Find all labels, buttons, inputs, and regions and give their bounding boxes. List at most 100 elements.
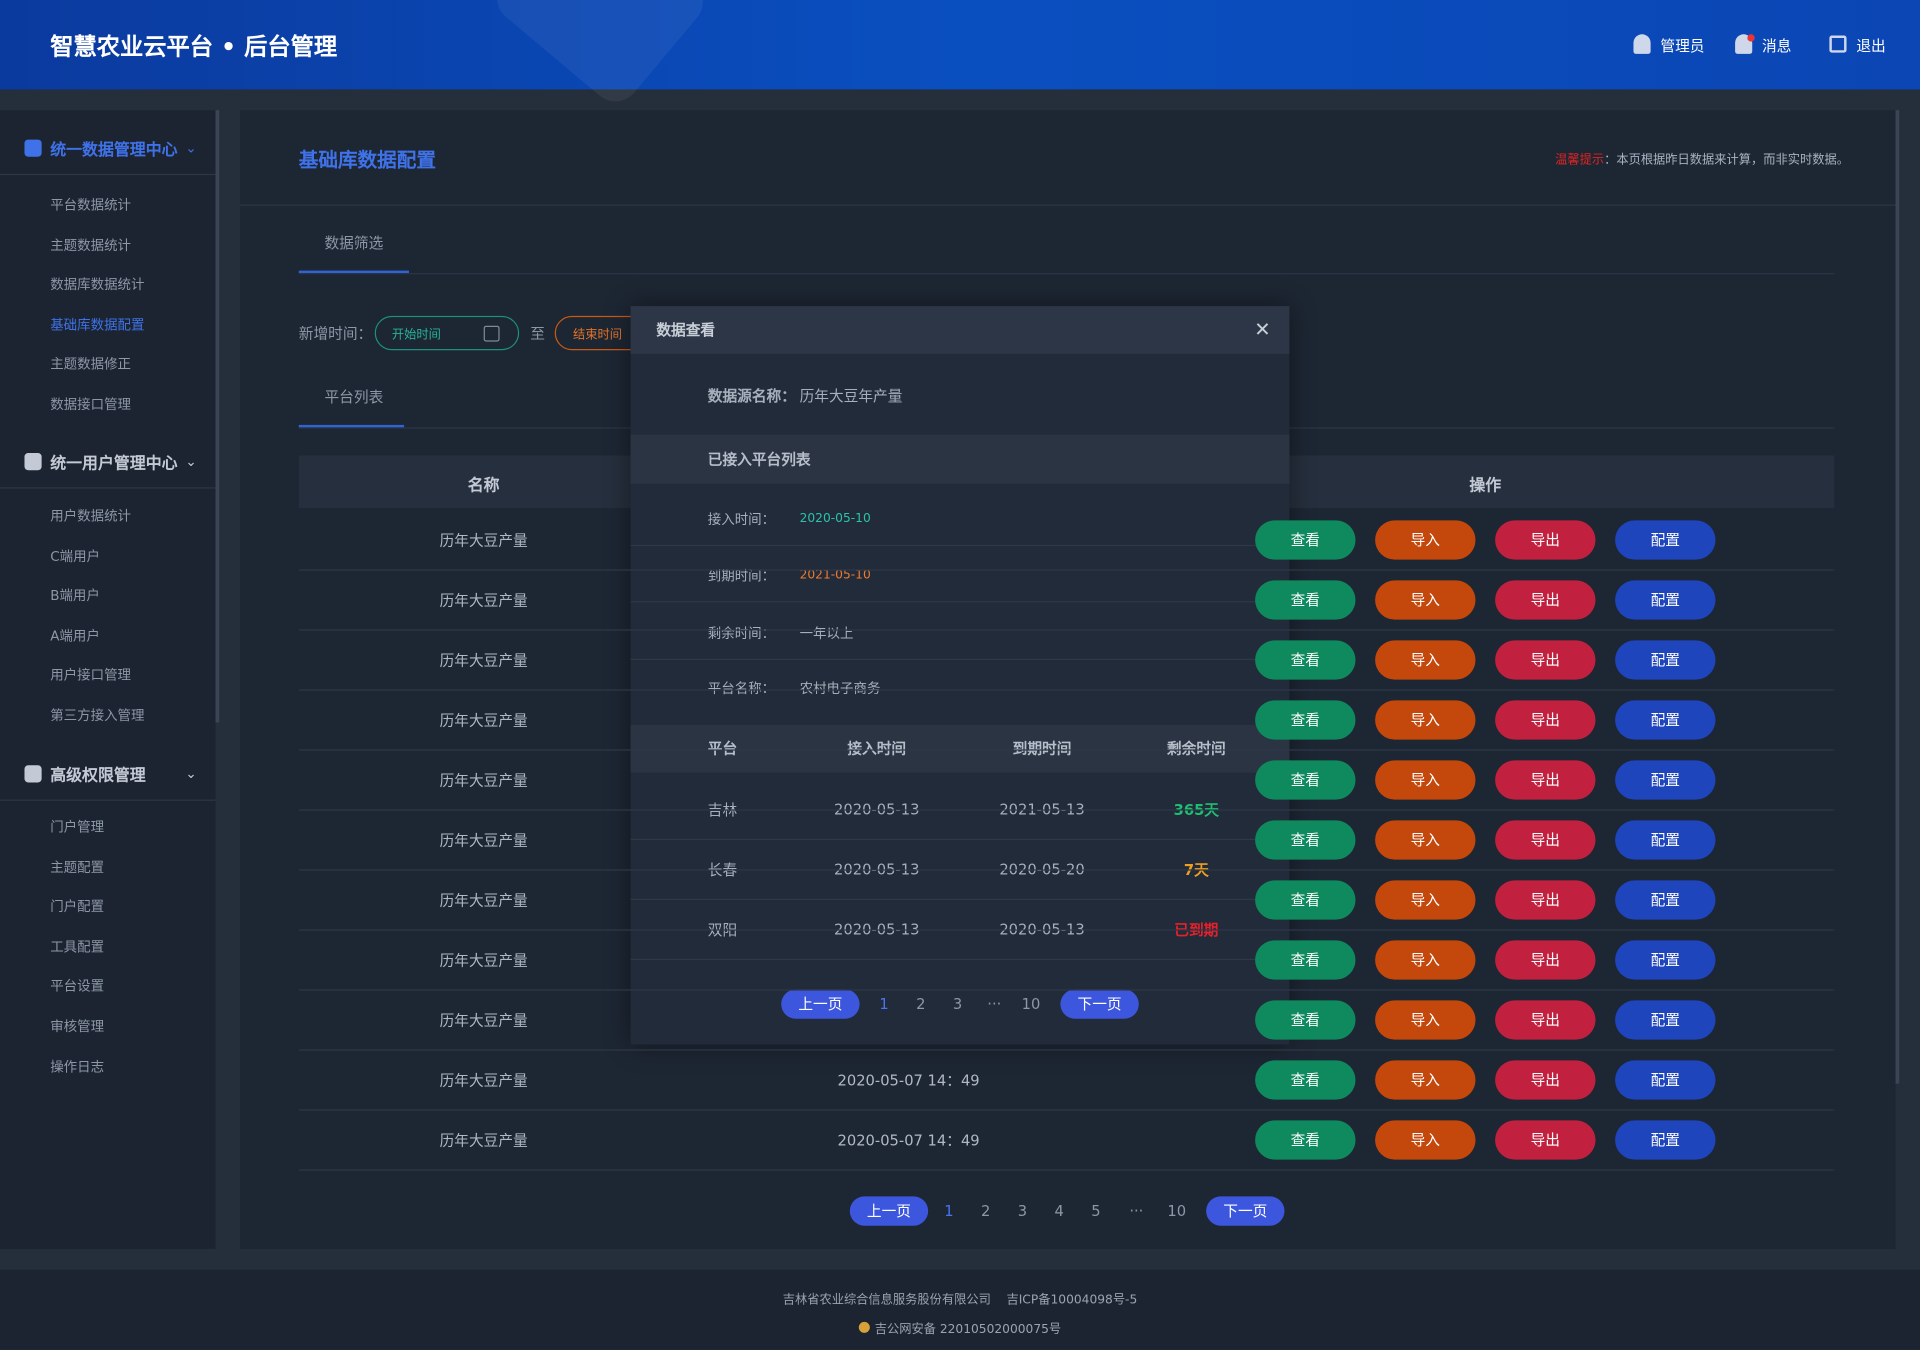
to-label: 至 — [530, 325, 545, 343]
action-button[interactable]: 导入 — [1375, 1120, 1476, 1160]
pager-link[interactable]: 4 — [1054, 1202, 1064, 1220]
action-button[interactable]: 导出 — [1495, 880, 1596, 920]
menu-item[interactable]: 数据接口管理 — [50, 396, 132, 413]
action-button[interactable]: 导出 — [1495, 940, 1596, 980]
menu-item[interactable]: 用户数据统计 — [50, 508, 132, 525]
menu-item[interactable]: 平台设置 — [50, 978, 105, 995]
action-button[interactable]: 导出 — [1495, 760, 1596, 800]
modal-close[interactable]: ✕ — [1254, 317, 1271, 342]
action-button[interactable]: 导入 — [1375, 1060, 1476, 1100]
group-icon — [24, 139, 42, 157]
action-button[interactable]: 导入 — [1375, 580, 1476, 620]
action-button[interactable]: 导入 — [1375, 940, 1476, 980]
action-button[interactable]: 导出 — [1495, 1120, 1596, 1160]
action-button[interactable]: 导入 — [1375, 880, 1476, 920]
start-placeholder: 开始时间 — [391, 328, 441, 343]
pager-button[interactable]: 下一页 — [1060, 989, 1139, 1019]
action-button[interactable]: 导入 — [1375, 820, 1476, 860]
action-button[interactable]: 配置 — [1615, 520, 1716, 560]
pager-button[interactable]: 上一页 — [849, 1196, 929, 1226]
action-button[interactable]: 导出 — [1495, 520, 1596, 560]
action-button[interactable]: 配置 — [1615, 580, 1716, 620]
pager-button[interactable]: 上一页 — [781, 989, 860, 1019]
action-button[interactable]: 配置 — [1615, 940, 1716, 980]
action-button[interactable]: 查看 — [1255, 1120, 1356, 1160]
group-divider — [0, 487, 216, 489]
pager-link[interactable]: 3 — [1017, 1202, 1028, 1220]
menu-item[interactable]: 平台数据统计 — [50, 197, 132, 214]
menu-item[interactable]: 门户配置 — [50, 899, 105, 915]
action-button[interactable]: 导入 — [1375, 760, 1476, 800]
pager-link[interactable]: 2 — [916, 995, 926, 1013]
action-button[interactable]: 配置 — [1615, 1120, 1716, 1160]
menu-item[interactable]: 数据库数据统计 — [50, 276, 145, 293]
action-button[interactable]: 查看 — [1255, 1060, 1356, 1100]
action-button[interactable]: 导出 — [1495, 640, 1596, 680]
action-button[interactable]: 导入 — [1375, 520, 1476, 560]
action-button[interactable]: 查看 — [1255, 880, 1356, 920]
action-button[interactable]: 查看 — [1255, 940, 1356, 980]
pager-link[interactable]: 10 — [1167, 1202, 1187, 1220]
action-button[interactable]: 配置 — [1615, 820, 1716, 860]
pager-link[interactable]: 1 — [879, 995, 889, 1013]
field-label: 到期时间： — [707, 568, 776, 585]
row-divider — [298, 1169, 1835, 1171]
action-button[interactable]: 查看 — [1255, 760, 1356, 800]
group-title[interactable]: 统一用户管理中心 — [50, 454, 178, 474]
pager-link[interactable]: 2 — [981, 1202, 991, 1220]
action-button[interactable]: 查看 — [1255, 820, 1356, 860]
action-button[interactable]: 配置 — [1615, 1060, 1716, 1100]
action-button[interactable]: 查看 — [1255, 1000, 1356, 1040]
menu-item[interactable]: 主题配置 — [50, 859, 105, 876]
action-button[interactable]: 导出 — [1495, 580, 1596, 620]
menu-item[interactable]: 操作日志 — [50, 1058, 105, 1075]
footer-company: 吉林省农业综合信息服务股份有限公司 — [782, 1293, 991, 1308]
menu-item[interactable]: C端用户 — [50, 548, 101, 564]
action-button[interactable]: 导出 — [1495, 820, 1596, 860]
row-divider — [298, 869, 1835, 871]
source-label: 数据源名称： — [707, 387, 796, 405]
action-button[interactable]: 配置 — [1615, 1000, 1716, 1040]
action-button[interactable]: 导出 — [1495, 1000, 1596, 1040]
pager-link[interactable]: 10 — [1021, 995, 1041, 1013]
menu-item[interactable]: 用户接口管理 — [50, 667, 132, 684]
pager-link[interactable]: 3 — [952, 995, 963, 1013]
menu-item[interactable]: 基础库数据配置 — [50, 316, 145, 333]
menu-item[interactable]: A端用户 — [50, 627, 100, 644]
row-name: 历年大豆产量 — [439, 712, 528, 730]
action-button[interactable]: 导出 — [1495, 700, 1596, 740]
list-tab[interactable]: 平台列表 — [324, 388, 384, 406]
user-link[interactable]: 管理员 — [1660, 37, 1705, 55]
menu-item[interactable]: 审核管理 — [50, 1018, 105, 1035]
action-button[interactable]: 查看 — [1255, 520, 1356, 560]
pager-link[interactable]: 5 — [1091, 1202, 1101, 1220]
start-input[interactable] — [374, 315, 520, 351]
menu-item[interactable]: 门户管理 — [50, 819, 105, 836]
menu-item[interactable]: 主题数据统计 — [50, 237, 132, 253]
action-button[interactable]: 查看 — [1255, 640, 1356, 680]
action-button[interactable]: 导入 — [1375, 640, 1476, 680]
action-button[interactable]: 导出 — [1495, 1060, 1596, 1100]
action-button[interactable]: 配置 — [1615, 640, 1716, 680]
action-button[interactable]: 配置 — [1615, 760, 1716, 800]
action-button[interactable]: 配置 — [1615, 700, 1716, 740]
group-title[interactable]: 高级权限管理 — [50, 767, 146, 786]
filter-tab[interactable]: 数据筛选 — [324, 234, 384, 252]
pager-button[interactable]: 下一页 — [1206, 1196, 1285, 1226]
action-button[interactable]: 导入 — [1375, 1000, 1476, 1040]
menu-item[interactable]: B端用户 — [50, 587, 100, 604]
pager-link[interactable]: ··· — [987, 995, 1002, 1013]
menu-item[interactable]: 主题数据修正 — [50, 356, 132, 373]
menu-item[interactable]: 工具配置 — [50, 938, 105, 955]
action-button[interactable]: 查看 — [1255, 580, 1356, 620]
menu-item[interactable]: 第三方接入管理 — [50, 707, 145, 724]
pager-link[interactable]: 1 — [944, 1202, 954, 1220]
group-divider — [0, 173, 216, 176]
group-title[interactable]: 统一数据管理中心 — [50, 141, 178, 160]
action-button[interactable]: 导入 — [1375, 700, 1476, 740]
action-button[interactable]: 配置 — [1615, 880, 1716, 920]
pager-link[interactable]: ··· — [1129, 1202, 1144, 1220]
action-button[interactable]: 查看 — [1255, 700, 1356, 740]
logout-link[interactable]: 退出 — [1856, 37, 1886, 55]
messages-link[interactable]: 消息 — [1762, 37, 1792, 55]
